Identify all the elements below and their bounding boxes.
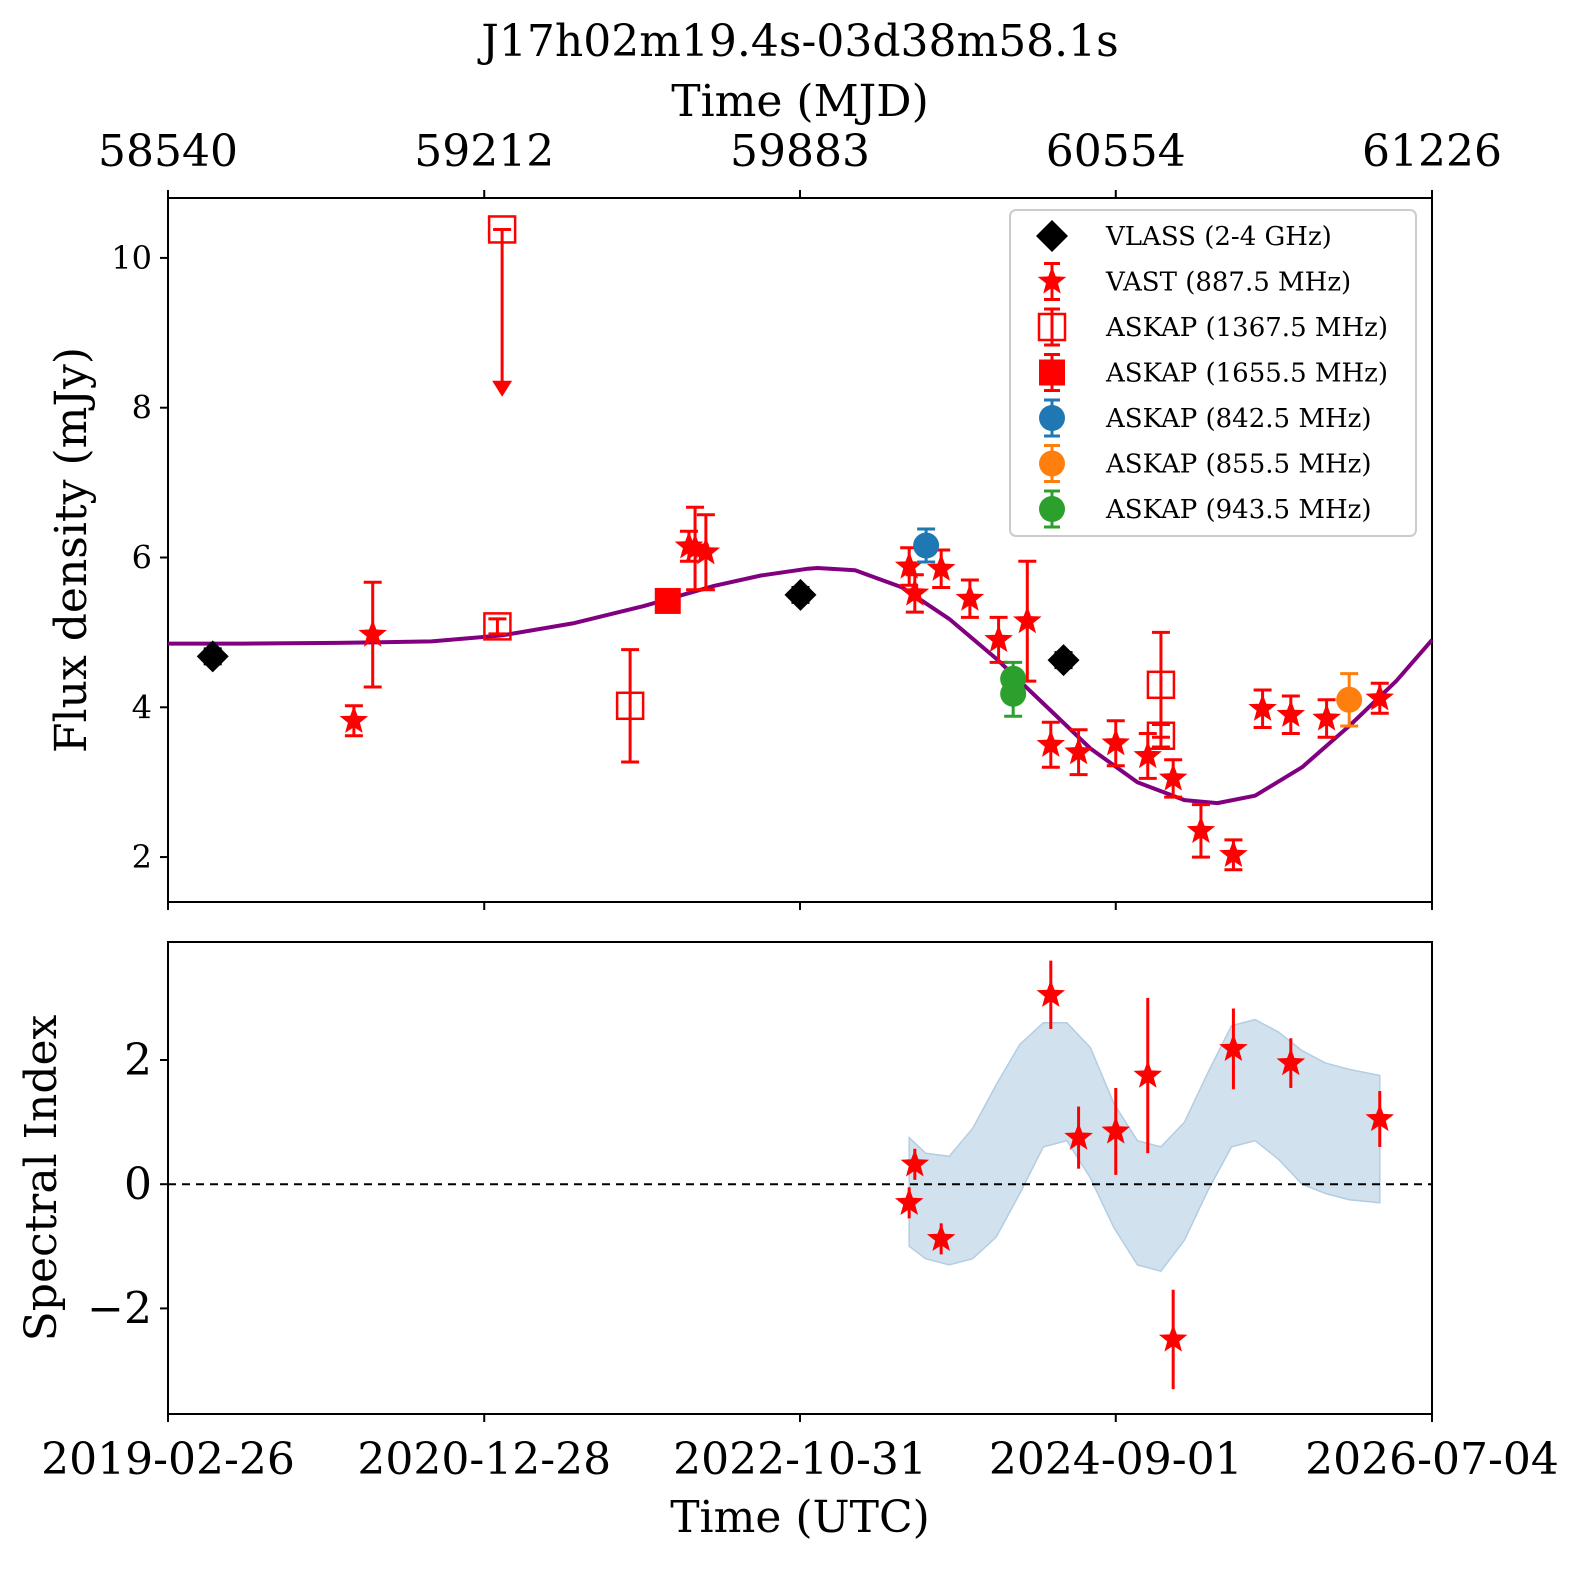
flux-point bbox=[691, 537, 721, 565]
flux-point bbox=[1336, 686, 1363, 713]
flux-point bbox=[1047, 644, 1080, 677]
spectral-point bbox=[926, 1223, 956, 1251]
flux-point bbox=[483, 612, 512, 641]
flux-y-tick-label: 8 bbox=[132, 389, 152, 427]
flux-point bbox=[339, 705, 369, 733]
legend-label: ASKAP (842.5 MHz) bbox=[1105, 404, 1371, 434]
fit-curve-layer bbox=[168, 566, 1434, 806]
flux-point bbox=[196, 640, 229, 673]
mjd-tick-label: 60554 bbox=[1046, 126, 1186, 177]
flux-point bbox=[913, 532, 940, 559]
mjd-tick-label: 59212 bbox=[414, 126, 554, 177]
spectral-point bbox=[1276, 1048, 1306, 1076]
legend-marker bbox=[1039, 405, 1065, 431]
chart-title: J17h02m19.4s-03d38m58.1s bbox=[477, 16, 1119, 67]
flux-y-tick-label: 4 bbox=[132, 688, 152, 726]
legend-label: VLASS (2-4 GHz) bbox=[1105, 222, 1332, 252]
flux-point bbox=[894, 551, 924, 579]
utc-tick-label: 2024-09-01 bbox=[989, 1434, 1243, 1485]
spectral-point bbox=[900, 1149, 930, 1177]
flux-point bbox=[1312, 703, 1341, 731]
flux-point bbox=[926, 553, 956, 581]
legend-label: ASKAP (943.5 MHz) bbox=[1105, 495, 1371, 525]
spectral-point bbox=[1133, 1060, 1162, 1088]
flux-point bbox=[1158, 763, 1188, 791]
spectral-point bbox=[1101, 1116, 1130, 1144]
legend-marker bbox=[1037, 312, 1067, 342]
mjd-tick-label: 59883 bbox=[730, 126, 870, 177]
spectral-y-ticks: −2 0 2 bbox=[87, 1035, 168, 1334]
legend-label: ASKAP (1367.5 MHz) bbox=[1105, 313, 1388, 343]
spectral-point bbox=[1365, 1104, 1394, 1132]
flux-point bbox=[487, 215, 517, 244]
spectral-y-tick-label: 2 bbox=[124, 1035, 152, 1086]
flux-y-tick-label: 2 bbox=[132, 838, 152, 876]
spectral-y-tick-label: 0 bbox=[124, 1159, 152, 1210]
legend-label: ASKAP (1655.5 MHz) bbox=[1105, 359, 1388, 389]
utc-tick-label: 2019-02-26 bbox=[41, 1434, 295, 1485]
flux-point bbox=[680, 533, 710, 561]
legend-marker bbox=[1039, 496, 1065, 522]
spectral-index-panel: −2 0 2 2019-02-26 2020-12-28 2022-10-31 2024-… bbox=[16, 941, 1559, 1543]
legend-marker bbox=[1039, 450, 1065, 477]
spectral-panel-frame bbox=[167, 941, 1433, 1415]
spectral-y-tick-label: −2 bbox=[87, 1283, 152, 1334]
top-axis-label: Time (MJD) bbox=[671, 76, 928, 127]
spectral-point bbox=[1036, 979, 1066, 1007]
flux-panel: 58540 59212 59883 60554 61226 2 4 6 8 10 Flux de… bbox=[46, 126, 1502, 910]
flux-point bbox=[1146, 670, 1176, 700]
legend-marker bbox=[1039, 359, 1065, 386]
flux-data-layer bbox=[196, 215, 1394, 872]
legend-box bbox=[1009, 209, 1417, 537]
flux-point bbox=[1186, 815, 1216, 843]
flux-point bbox=[1064, 737, 1093, 765]
flux-point bbox=[984, 624, 1013, 652]
flux-point bbox=[1219, 839, 1248, 867]
utc-ticks: 2019-02-26 2020-12-28 2022-10-31 2024-09-01… bbox=[41, 1414, 1559, 1485]
flux-y-ticks: 2 4 6 8 10 bbox=[111, 239, 168, 876]
legend-label: VAST (887.5 MHz) bbox=[1105, 268, 1351, 298]
flux-point bbox=[1101, 728, 1130, 756]
flux-point bbox=[784, 578, 817, 611]
flux-y-tick-label: 10 bbox=[111, 239, 152, 277]
flux-point bbox=[1365, 683, 1394, 711]
mjd-tick-label: 61226 bbox=[1362, 126, 1502, 177]
flux-point bbox=[900, 578, 930, 606]
spectral-y-label: Spectral Index bbox=[16, 1014, 67, 1341]
spectral-point bbox=[1064, 1122, 1093, 1150]
flux-point bbox=[358, 619, 387, 647]
flux-y-label: Flux density (mJy) bbox=[46, 347, 97, 753]
flux-point bbox=[1013, 606, 1042, 634]
flux-point bbox=[615, 691, 645, 721]
spectral-data-layer bbox=[894, 960, 1394, 1390]
flux-point bbox=[955, 583, 985, 611]
flux-y-tick-label: 6 bbox=[132, 538, 152, 576]
mjd-ticks: 58540 59212 59883 60554 61226 bbox=[98, 126, 1502, 910]
utc-tick-label: 2026-07-04 bbox=[1305, 1434, 1559, 1485]
spectral-point bbox=[1219, 1033, 1248, 1061]
legend: VLASS (2-4 GHz) VAST (887.5 MHz) ASKAP (13… bbox=[1009, 209, 1417, 537]
spectral-point bbox=[1158, 1324, 1188, 1352]
utc-x-label: Time (UTC) bbox=[670, 1492, 930, 1543]
mjd-tick-label: 58540 bbox=[98, 126, 238, 177]
spectral-point bbox=[894, 1187, 924, 1215]
flux-point bbox=[1276, 699, 1306, 727]
uncertainty-band bbox=[908, 1018, 1381, 1273]
utc-tick-label: 2020-12-28 bbox=[357, 1434, 611, 1485]
utc-tick-label: 2022-10-31 bbox=[673, 1434, 927, 1485]
uncertainty-band-layer bbox=[908, 1018, 1381, 1273]
legend-marker bbox=[1036, 220, 1068, 252]
flux-point bbox=[1036, 729, 1066, 757]
fit-curve bbox=[168, 566, 1434, 806]
legend-label: ASKAP (855.5 MHz) bbox=[1105, 450, 1371, 480]
upper-limit-arrow bbox=[492, 380, 513, 397]
flux-point bbox=[1248, 693, 1277, 721]
legend-marker bbox=[1037, 266, 1067, 294]
flux-point bbox=[654, 587, 681, 614]
flux-point bbox=[1133, 741, 1162, 769]
flux-point bbox=[1000, 680, 1027, 707]
